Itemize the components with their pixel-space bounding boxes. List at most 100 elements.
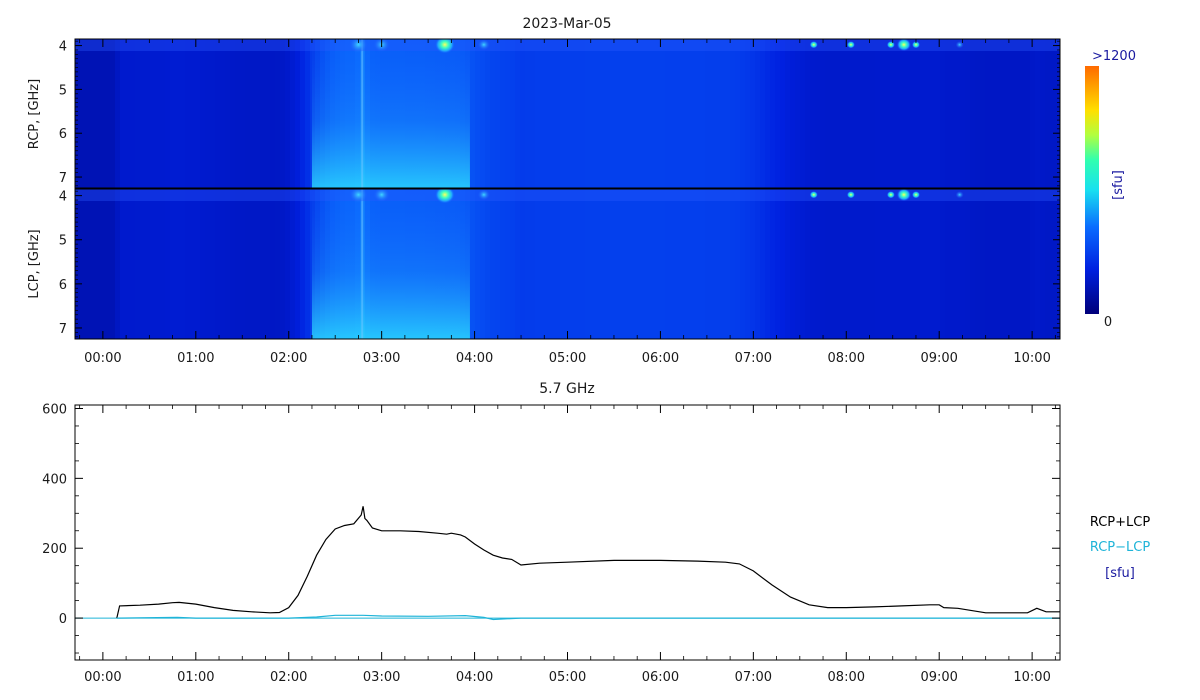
time-tick-label: 02:00 <box>270 670 307 685</box>
heatmap-cell <box>230 39 236 188</box>
heatmap-cell <box>920 189 926 339</box>
heatmap-cell <box>590 189 596 339</box>
heatmap-cell <box>190 189 196 339</box>
heatmap-cell <box>640 39 646 188</box>
heatmap-cell <box>135 189 141 339</box>
heatmap-cell <box>260 189 266 339</box>
heatmap-cell <box>625 39 631 188</box>
heatmap-cell <box>1000 189 1006 339</box>
heatmap-cell <box>1050 189 1056 339</box>
heatmap-cell <box>670 39 676 188</box>
heatmap-cell <box>520 39 526 188</box>
heatmap-cell <box>1035 189 1041 339</box>
heatmap-cell <box>230 189 236 339</box>
heatmap-cell <box>725 189 731 339</box>
heatmap-cell <box>1045 189 1051 339</box>
heatmap-cell <box>95 189 101 339</box>
rcp-hotspots <box>349 39 964 54</box>
heatmap-cell <box>660 39 666 188</box>
heatmap-cell <box>500 189 506 339</box>
heatmap-cell <box>90 39 96 188</box>
heatmap-cell <box>1030 39 1036 188</box>
heatmap-cell <box>1050 39 1056 188</box>
heatmap-cell <box>680 39 686 188</box>
time-tick-label: 03:00 <box>363 670 400 685</box>
y-tick-label: 0 <box>59 612 67 627</box>
heatmap-cell <box>720 189 726 339</box>
burst-hotspot <box>373 189 390 202</box>
heatmap-cell <box>1005 39 1011 188</box>
heatmap-cell <box>650 189 656 339</box>
heatmap-cell <box>950 39 956 188</box>
page-title: 2023-Mar-05 <box>522 16 611 32</box>
heatmap-cell <box>655 39 661 188</box>
heatmap-cell <box>255 189 261 339</box>
heatmap-cell <box>725 39 731 188</box>
heatmap-cell <box>470 189 476 339</box>
heatmap-cell <box>265 39 271 188</box>
heatmap-cell <box>830 39 836 188</box>
heatmap-cell <box>150 39 156 188</box>
legend-unit-label: [sfu] <box>1105 566 1135 581</box>
heatmap-cell <box>840 189 846 339</box>
heatmap-cell <box>540 39 546 188</box>
rcp-ylabel: RCP, [GHz] <box>27 79 42 149</box>
heatmap-cell <box>1030 189 1036 339</box>
heatmap-cell <box>1020 189 1026 339</box>
heatmap-cell <box>755 39 761 188</box>
heatmap-cell <box>1040 39 1046 188</box>
heatmap-cell <box>690 189 696 339</box>
heatmap-cell <box>950 189 956 339</box>
heatmap-cell <box>490 39 496 188</box>
heatmap-cell <box>750 189 756 339</box>
heatmap-cell <box>1055 39 1060 188</box>
heatmap-cell <box>305 39 311 188</box>
heatmap-cell <box>1010 39 1016 188</box>
event-enhancement <box>311 189 470 339</box>
burst-hotspot <box>911 41 920 49</box>
heatmap-cell <box>490 189 496 339</box>
heatmap-cell <box>585 39 591 188</box>
heatmap-cell <box>680 189 686 339</box>
heatmap-cell <box>640 189 646 339</box>
freq-tick-label: 4 <box>59 190 67 205</box>
heatmap-cell <box>180 189 186 339</box>
heatmap-cell <box>1015 39 1021 188</box>
heatmap-cell <box>885 39 891 188</box>
legend: RCP+LCP RCP−LCP [sfu] <box>1090 515 1151 581</box>
heatmap-cell <box>705 39 711 188</box>
time-tick-label: 07:00 <box>735 351 772 366</box>
heatmap-cell <box>795 189 801 339</box>
heatmap-cell <box>550 189 556 339</box>
heatmap-cell <box>175 39 181 188</box>
heatmap-cell <box>970 39 976 188</box>
heatmap-cell <box>895 189 901 339</box>
heatmap-cell <box>1010 189 1016 339</box>
y-tick-label: 600 <box>42 402 67 417</box>
heatmap-cell <box>205 189 211 339</box>
heatmap-cell <box>200 189 206 339</box>
heatmap-cell <box>940 39 946 188</box>
line-chart-title: 5.7 GHz <box>539 381 594 397</box>
heatmap-cell <box>100 39 106 188</box>
heatmap-cell <box>955 39 961 188</box>
heatmap-cell <box>925 39 931 188</box>
heatmap-cell <box>1025 189 1031 339</box>
heatmap-cell <box>1005 189 1011 339</box>
heatmap-cell <box>695 189 701 339</box>
heatmap-cell <box>890 189 896 339</box>
heatmap-cell <box>270 189 276 339</box>
heatmap-cell <box>495 189 501 339</box>
heatmap-cell <box>155 189 161 339</box>
heatmap-cell <box>715 39 721 188</box>
heatmap-cell <box>535 39 541 188</box>
heatmap-cell <box>670 189 676 339</box>
time-tick-label: 03:00 <box>363 351 400 366</box>
heatmap-cell <box>105 39 111 188</box>
heatmap-cell <box>790 189 796 339</box>
time-tick-label: 09:00 <box>920 670 957 685</box>
heatmap-cell <box>545 189 551 339</box>
heatmap-cell <box>1020 39 1026 188</box>
time-tick-label: 05:00 <box>549 351 586 366</box>
freq-tick-label: 4 <box>59 40 67 55</box>
